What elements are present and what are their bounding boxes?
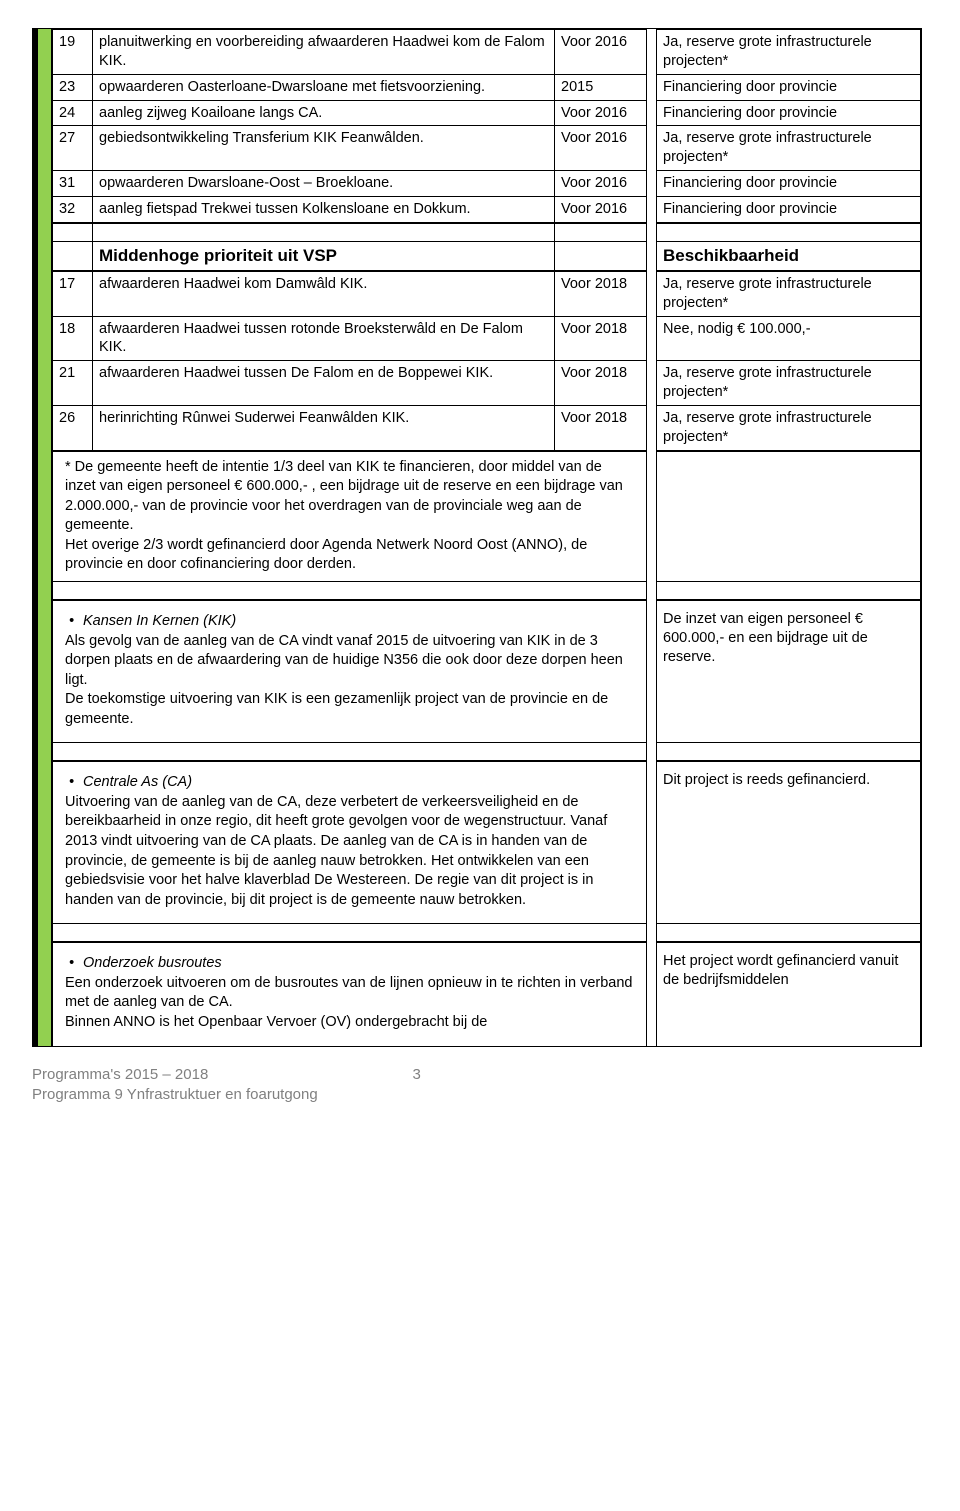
row-year: Voor 2016 — [555, 30, 647, 75]
block-right: Het project wordt gefinancierd vanuit de… — [663, 946, 914, 990]
row-description: afwaarderen Haadwei tussen De Falom en d… — [93, 361, 555, 406]
row-status: Financiering door provincie — [657, 171, 921, 197]
row-year: Voor 2018 — [555, 316, 647, 361]
footnote-text: * De gemeente heeft de intentie 1/3 deel… — [59, 455, 640, 578]
row-number: 17 — [53, 271, 93, 316]
row-description: planuitwerking en voorbereiding afwaarde… — [93, 30, 555, 75]
block-title: Kansen In Kernen (KIK) — [65, 612, 634, 632]
block-body: Als gevolg van de aanleg van de CA vindt… — [65, 632, 634, 730]
priority-table-2: 17afwaarderen Haadwei kom Damwâld KIK.Vo… — [52, 271, 921, 451]
footer-page-number: 3 — [412, 1065, 420, 1085]
row-status: Ja, reserve grote infrastructurele proje… — [657, 361, 921, 406]
section-title-left: Middenhoge prioriteit uit VSP — [93, 241, 555, 270]
row-description: opwaarderen Dwarsloane-Oost – Broekloane… — [93, 171, 555, 197]
row-status: Ja, reserve grote infrastructurele proje… — [657, 271, 921, 316]
content-area: 19planuitwerking en voorbereiding afwaar… — [52, 29, 921, 1046]
row-year: 2015 — [555, 74, 647, 100]
row-status: Ja, reserve grote infrastructurele proje… — [657, 405, 921, 450]
info-block: Onderzoek busroutesEen onderzoek uitvoer… — [52, 942, 921, 1045]
row-status: Nee, nodig € 100.000,- — [657, 316, 921, 361]
footer-line-1: Programma's 2015 – 2018 — [32, 1066, 208, 1083]
block-title: Onderzoek busroutes — [65, 954, 634, 974]
table-row: 24aanleg zijweg Koailoane langs CA.Voor … — [53, 100, 921, 126]
block-right: De inzet van eigen personeel € 600.000,-… — [663, 604, 914, 667]
section-title-right: Beschikbaarheid — [657, 241, 921, 270]
table-row: 26herinrichting Rûnwei Suderwei Feanwâld… — [53, 405, 921, 450]
row-year: Voor 2018 — [555, 271, 647, 316]
info-block: Centrale As (CA)Uitvoering van de aanleg… — [52, 761, 921, 942]
green-sidebar — [38, 29, 52, 1046]
row-status: Financiering door provincie — [657, 100, 921, 126]
row-description: afwaarderen Haadwei tussen rotonde Broek… — [93, 316, 555, 361]
block-title: Centrale As (CA) — [65, 773, 634, 793]
row-number: 23 — [53, 74, 93, 100]
row-number: 24 — [53, 100, 93, 126]
row-description: aanleg zijweg Koailoane langs CA. — [93, 100, 555, 126]
note-table: * De gemeente heeft de intentie 1/3 deel… — [52, 451, 921, 600]
table-row: 31opwaarderen Dwarsloane-Oost – Broekloa… — [53, 171, 921, 197]
table-row: 21afwaarderen Haadwei tussen De Falom en… — [53, 361, 921, 406]
row-number: 18 — [53, 316, 93, 361]
table-row: 17afwaarderen Haadwei kom Damwâld KIK.Vo… — [53, 271, 921, 316]
table-row: 23opwaarderen Oasterloane-Dwarsloane met… — [53, 74, 921, 100]
row-description: opwaarderen Oasterloane-Dwarsloane met f… — [93, 74, 555, 100]
row-number: 31 — [53, 171, 93, 197]
page-container: 19planuitwerking en voorbereiding afwaar… — [0, 0, 960, 1125]
row-description: herinrichting Rûnwei Suderwei Feanwâlden… — [93, 405, 555, 450]
page-footer: Programma's 2015 – 2018 3 Programma 9 Yn… — [32, 1065, 922, 1106]
block-body: Een onderzoek uitvoeren om de busroutes … — [65, 974, 634, 1033]
row-year: Voor 2018 — [555, 361, 647, 406]
row-description: gebiedsontwikkeling Transferium KIK Fean… — [93, 126, 555, 171]
row-description: aanleg fietspad Trekwei tussen Kolkenslo… — [93, 196, 555, 222]
row-status: Ja, reserve grote infrastructurele proje… — [657, 30, 921, 75]
row-status: Ja, reserve grote infrastructurele proje… — [657, 126, 921, 171]
block-right: Dit project is reeds gefinancierd. — [663, 765, 914, 790]
row-year: Voor 2016 — [555, 196, 647, 222]
row-number: 27 — [53, 126, 93, 171]
table-row: 19planuitwerking en voorbereiding afwaar… — [53, 30, 921, 75]
row-number: 26 — [53, 405, 93, 450]
row-number: 19 — [53, 30, 93, 75]
row-year: Voor 2018 — [555, 405, 647, 450]
table-row: 18afwaarderen Haadwei tussen rotonde Bro… — [53, 316, 921, 361]
row-year: Voor 2016 — [555, 126, 647, 171]
priority-table-1: 19planuitwerking en voorbereiding afwaar… — [52, 29, 921, 223]
row-year: Voor 2016 — [555, 100, 647, 126]
outer-frame: 19planuitwerking en voorbereiding afwaar… — [32, 28, 922, 1047]
block-body: Uitvoering van de aanleg van de CA, deze… — [65, 793, 634, 910]
row-description: afwaarderen Haadwei kom Damwâld KIK. — [93, 271, 555, 316]
row-year: Voor 2016 — [555, 171, 647, 197]
row-status: Financiering door provincie — [657, 74, 921, 100]
table-row: 32aanleg fietspad Trekwei tussen Kolkens… — [53, 196, 921, 222]
info-block: Kansen In Kernen (KIK)Als gevolg van de … — [52, 600, 921, 761]
table-row: 27gebiedsontwikkeling Transferium KIK Fe… — [53, 126, 921, 171]
footer-line-2: Programma 9 Ynfrastruktuer en foarutgong — [32, 1085, 922, 1105]
row-status: Financiering door provincie — [657, 196, 921, 222]
row-number: 32 — [53, 196, 93, 222]
section-header-table: Middenhoge prioriteit uit VSP Beschikbaa… — [52, 223, 921, 271]
row-number: 21 — [53, 361, 93, 406]
